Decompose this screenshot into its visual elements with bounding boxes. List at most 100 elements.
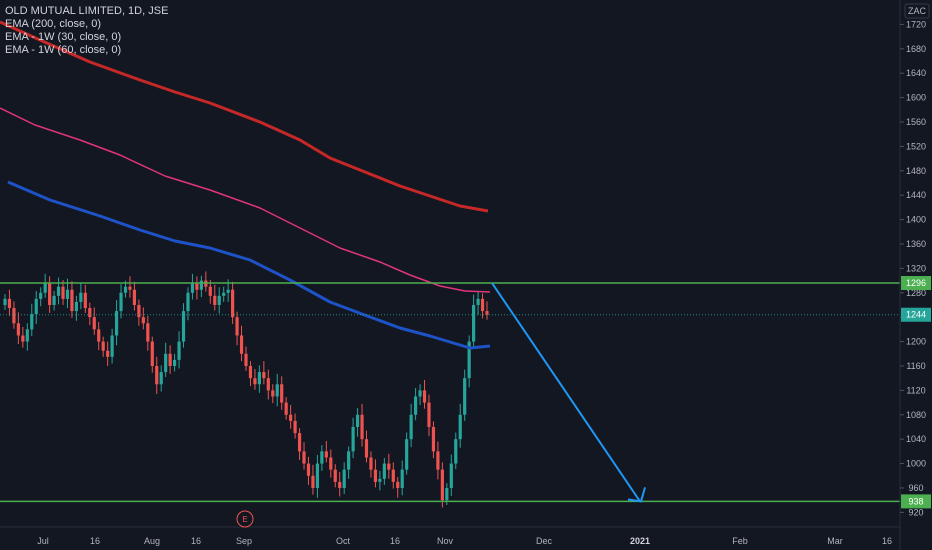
candle-body[interactable] bbox=[239, 335, 244, 354]
candle-body[interactable] bbox=[436, 451, 440, 470]
candle-body[interactable] bbox=[480, 298, 485, 312]
candle-body[interactable] bbox=[422, 390, 427, 403]
candle-body[interactable] bbox=[110, 335, 114, 357]
candle-body[interactable] bbox=[217, 295, 221, 305]
candle-body[interactable] bbox=[92, 317, 96, 330]
candle-body[interactable] bbox=[74, 301, 79, 312]
candle-body[interactable] bbox=[418, 390, 422, 397]
candle-body[interactable] bbox=[320, 451, 324, 464]
candle-body[interactable] bbox=[284, 402, 288, 415]
candle-body[interactable] bbox=[195, 283, 199, 290]
candle-body[interactable] bbox=[293, 420, 297, 434]
candle-body[interactable] bbox=[266, 378, 270, 391]
candle-body[interactable] bbox=[150, 341, 154, 366]
candle-body[interactable] bbox=[39, 292, 43, 299]
candle-body[interactable] bbox=[56, 286, 61, 296]
candle-body[interactable] bbox=[289, 414, 293, 421]
candle-body[interactable] bbox=[338, 481, 342, 488]
ema30w-line[interactable] bbox=[0, 107, 491, 293]
candle-body[interactable] bbox=[70, 289, 74, 312]
candle-body[interactable] bbox=[347, 451, 351, 470]
candle-body[interactable] bbox=[315, 463, 320, 488]
candle-body[interactable] bbox=[7, 298, 12, 309]
candle-body[interactable] bbox=[440, 469, 444, 501]
candle-body[interactable] bbox=[222, 292, 226, 296]
candle-body[interactable] bbox=[88, 308, 92, 318]
candle-body[interactable] bbox=[454, 439, 458, 464]
candle-body[interactable] bbox=[360, 414, 364, 440]
symbol-title[interactable]: OLD MUTUAL LIMITED, 1D, JSE bbox=[5, 5, 169, 17]
candle-body[interactable] bbox=[329, 457, 333, 470]
ema200-label[interactable]: EMA (200, close, 0) bbox=[5, 18, 101, 30]
candle-body[interactable] bbox=[168, 353, 172, 366]
candle-body[interactable] bbox=[199, 280, 203, 290]
candle-body[interactable] bbox=[146, 323, 150, 342]
candle-body[interactable] bbox=[387, 463, 391, 470]
candle-body[interactable] bbox=[472, 304, 476, 342]
candle-body[interactable] bbox=[208, 286, 212, 296]
candle-body[interactable] bbox=[65, 289, 70, 299]
candle-body[interactable] bbox=[132, 289, 137, 305]
candle-body[interactable] bbox=[119, 292, 123, 312]
candle-body[interactable] bbox=[137, 304, 141, 318]
candle-body[interactable] bbox=[431, 426, 436, 452]
candle-body[interactable] bbox=[458, 414, 462, 440]
candle-body[interactable] bbox=[253, 378, 257, 385]
candle-body[interactable] bbox=[449, 463, 453, 488]
candle-body[interactable] bbox=[3, 298, 7, 305]
candle-body[interactable] bbox=[467, 341, 471, 379]
earnings-marker[interactable]: E bbox=[236, 510, 254, 528]
candle-body[interactable] bbox=[244, 353, 248, 366]
candle-body[interactable] bbox=[159, 372, 163, 385]
candle-body[interactable] bbox=[34, 298, 38, 315]
candle-body[interactable] bbox=[369, 457, 373, 470]
candle-body[interactable] bbox=[485, 311, 489, 315]
candle-body[interactable] bbox=[52, 295, 56, 305]
candle-body[interactable] bbox=[25, 329, 29, 342]
candle-body[interactable] bbox=[97, 329, 101, 342]
candle-body[interactable] bbox=[262, 372, 266, 379]
candle-body[interactable] bbox=[123, 286, 128, 293]
candle-body[interactable] bbox=[405, 439, 409, 470]
candle-body[interactable] bbox=[364, 439, 369, 458]
candle-body[interactable] bbox=[16, 323, 20, 336]
candle-body[interactable] bbox=[213, 295, 217, 305]
ema60w-line[interactable] bbox=[0, 20, 489, 213]
candle-body[interactable] bbox=[128, 286, 132, 290]
candle-body[interactable] bbox=[114, 311, 119, 336]
candle-body[interactable] bbox=[373, 469, 378, 482]
candle-body[interactable] bbox=[226, 289, 230, 293]
candle-body[interactable] bbox=[324, 451, 328, 458]
candle-body[interactable] bbox=[378, 478, 382, 482]
candle-body[interactable] bbox=[382, 463, 386, 479]
candle-body[interactable] bbox=[106, 350, 110, 357]
candle-body[interactable] bbox=[391, 469, 395, 482]
ema60w-label[interactable]: EMA - 1W (60, close, 0) bbox=[5, 44, 122, 56]
candle-body[interactable] bbox=[463, 378, 467, 415]
candle-body[interactable] bbox=[297, 433, 302, 452]
candle-body[interactable] bbox=[271, 390, 275, 397]
candle-body[interactable] bbox=[30, 314, 34, 330]
candle-body[interactable] bbox=[248, 365, 253, 379]
candle-body[interactable] bbox=[141, 317, 145, 324]
candle-body[interactable] bbox=[21, 335, 25, 342]
candle-body[interactable] bbox=[355, 414, 360, 427]
candle-body[interactable] bbox=[101, 341, 105, 351]
candle-body[interactable] bbox=[342, 469, 346, 488]
candle-body[interactable] bbox=[43, 283, 47, 293]
candle-body[interactable] bbox=[427, 402, 431, 427]
candle-body[interactable] bbox=[396, 481, 400, 488]
candle-body[interactable] bbox=[155, 365, 159, 385]
candle-body[interactable] bbox=[257, 372, 261, 385]
candle-body[interactable] bbox=[231, 289, 235, 318]
candle-body[interactable] bbox=[61, 286, 65, 299]
candle-body[interactable] bbox=[400, 469, 404, 488]
candle-body[interactable] bbox=[83, 292, 87, 309]
candle-body[interactable] bbox=[48, 283, 52, 305]
candle-body[interactable] bbox=[79, 292, 83, 302]
candle-body[interactable] bbox=[181, 311, 186, 342]
candle-body[interactable] bbox=[409, 414, 413, 440]
candle-body[interactable] bbox=[164, 353, 168, 373]
candle-body[interactable] bbox=[333, 469, 337, 482]
